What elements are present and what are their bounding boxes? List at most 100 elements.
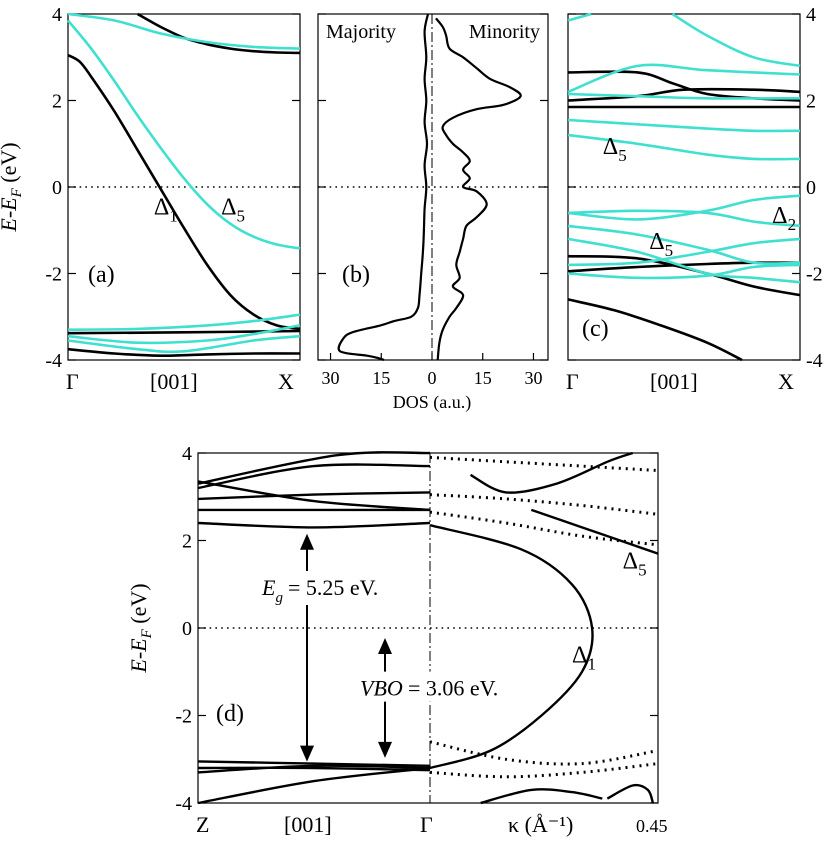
panel-a-band [67,53,301,331]
panel-c-band [567,263,801,280]
panel-c-plot: -4 -2 0 2 4 Δ5 Δ5 Δ2 (c) Γ X [001] [566,4,823,394]
panel-b-majority-curve [337,13,430,362]
panel-d-xtick-gamma: Γ [420,812,433,837]
panel-a-band [136,12,301,55]
panel-a-xtick-gamma: Γ [66,369,79,394]
panel-d-complex-band [469,451,634,494]
panel-d-real-band [197,760,431,767]
panel-a-ytick-label: 0 [52,177,62,199]
panel-a-ytick-label: 4 [52,4,62,26]
panel-a-band [67,347,301,358]
panel-d-complex-band [429,762,659,779]
panel-c-xlabel: [001] [650,369,698,394]
panel-d-complex-band [606,783,655,804]
panel-a-ytick-label: -4 [45,350,62,372]
panel-b-frame [317,13,549,361]
panel-c-ytick-label: -2 [806,264,823,286]
panel-c-band [567,12,592,22]
panel-d-complex-band [429,510,659,547]
panel-b-xtick-label: 15 [474,368,492,388]
panel-d-gap-arrowhead-up [300,533,314,550]
panel-b-majority-label: Majority [326,21,396,43]
panel-c-xtick-gamma: Γ [566,369,579,394]
panel-c-band-label: Δ2 [772,203,796,234]
panel-d-complex-band [429,740,659,766]
panel-c-ytick-label: 2 [806,91,816,113]
panel-c-band [671,12,801,68]
panel-d-vbo-symbol: VBO [360,676,403,701]
panel-c-band-label: Δ5 [603,134,627,165]
panel-d-vbo-arrowhead-down [378,741,392,758]
panel-d-ytick-label: 4 [182,443,192,465]
panel-d-gap-value: = 5.25 eV. [288,575,378,600]
panel-b-label: (b) [342,262,370,288]
panel-a-band [66,19,301,250]
panel-d-real-band [197,480,431,512]
panel-c-xtick-x: X [778,369,794,394]
panel-c-ytick-label: -4 [806,350,823,372]
panel-d-real-band [197,764,431,774]
panel-a-band [67,12,301,50]
panel-d-ytick-label: -2 [175,706,192,728]
panel-d-complex-band [429,524,594,770]
panel-d-vbo-arrowhead-up [378,638,392,654]
panel-d-kappa-max: 0.45 [636,816,668,836]
panel-d-band-label: Δ5 [623,549,647,580]
panel-c-band [567,209,801,228]
panel-d-ylabel: E-EF (eV) [126,583,155,673]
panel-d-real-band [197,463,431,490]
panel-a-plot: -4 -2 0 2 4 Δ1 Δ5 (a) Γ X [001] E-EF (eV) [0,4,301,394]
panel-a-ytick-label: 2 [52,91,62,113]
panel-c-band [567,237,801,267]
panel-d-band-label: Δ1 [572,643,596,674]
panel-d-xtick-z: Z [196,812,209,837]
panel-c-ytick-label: 0 [806,177,816,199]
panel-a-band-label: Δ1 [154,194,178,225]
panel-d-ytick-label: -4 [175,793,192,815]
panel-d-real-band [197,766,431,805]
panel-d-complex-band [530,508,659,555]
panel-d-vbo-label-bg [356,671,538,702]
panel-d-complex-band [429,493,659,516]
panel-d-gap-label-bg [258,571,376,605]
panel-d-frame [197,452,659,804]
panel-d-gap-symbol: Eg [261,575,283,606]
panel-b-xtick-label: 15 [372,368,390,388]
panel-d-gap-arrowhead-down [300,745,314,762]
panel-d-kappa-label: κ (Å⁻¹) [508,812,573,837]
panel-b-xtick-label: 0 [428,368,437,388]
panel-a-band [67,324,301,345]
panel-b-xtick-label: 30 [524,368,542,388]
panel-d-complex-band [429,455,659,472]
panel-c-ytick-label: 4 [806,4,816,26]
panel-a-xtick-x: X [278,369,294,394]
panel-d-real-band [197,521,431,529]
panel-d-ytick-label: 0 [182,618,192,640]
panel-b-xtick-label: 30 [322,368,340,388]
panel-d-label: (d) [216,701,244,727]
panel-a-band-label: Δ5 [221,194,245,225]
panel-c-band [567,237,801,284]
panel-a-ylabel: E-EF (eV) [0,142,25,232]
panel-c-band [567,118,801,133]
panel-c-label: (c) [582,316,609,342]
panel-d-complex-band [480,788,603,805]
panel-a-band [67,334,301,354]
panel-c-band [567,63,801,94]
panel-c-band [567,92,801,100]
panel-c-band [567,298,743,362]
panel-a-xlabel: [001] [150,369,198,394]
panel-a-band [67,313,301,331]
panel-b-minority-curve [435,17,522,361]
panel-d-ytick-label: 2 [182,531,192,553]
panel-d-real-band [197,491,431,501]
panel-c-band-label: Δ5 [649,229,673,260]
panel-b-minority-label: Minority [469,21,540,43]
panel-d-real-band [197,451,431,485]
panel-a-ytick-label: -2 [45,264,62,286]
panel-c-band [567,87,801,102]
panel-d-vbo-value: = 3.06 eV. [408,676,498,701]
panel-b-plot: Majority Minority (b) 30 15 0 15 30 DOS (a.u.) [318,13,548,413]
panel-c-band [567,194,801,221]
